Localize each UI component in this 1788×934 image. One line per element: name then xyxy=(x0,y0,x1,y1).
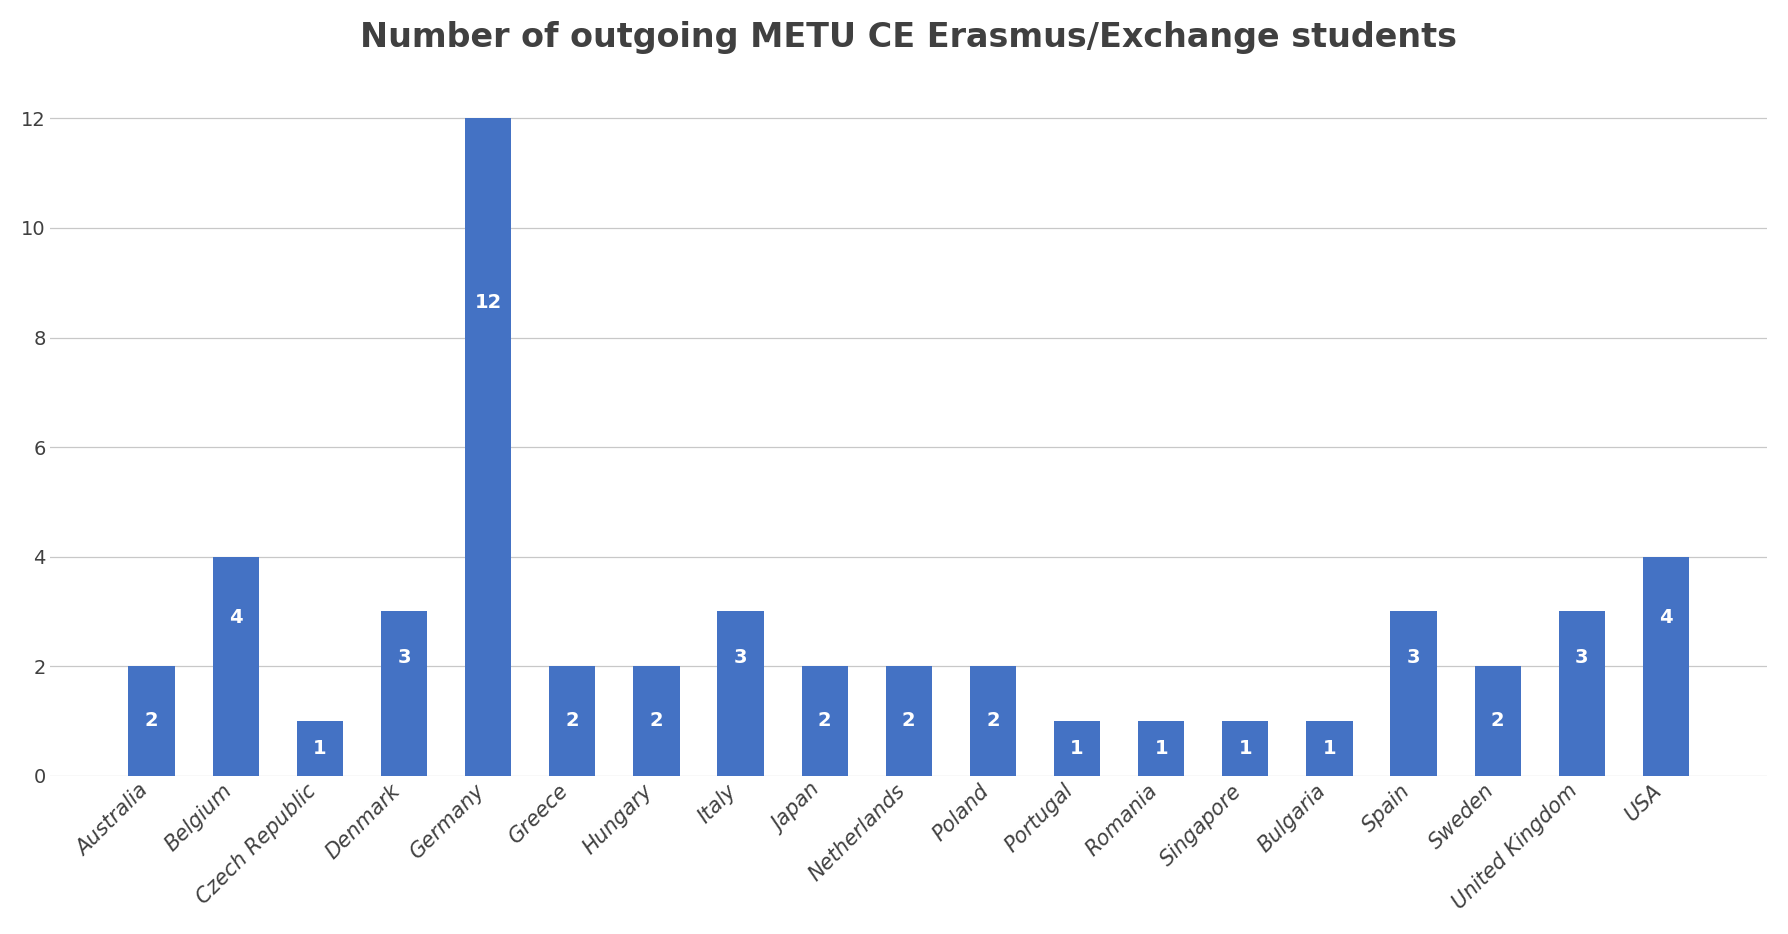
Text: 2: 2 xyxy=(817,712,831,730)
Text: 3: 3 xyxy=(397,648,411,667)
Bar xyxy=(1643,557,1690,776)
Text: 12: 12 xyxy=(474,293,502,312)
Text: 4: 4 xyxy=(229,608,243,628)
Bar xyxy=(1559,612,1606,776)
Bar xyxy=(717,612,763,776)
Bar xyxy=(297,721,343,776)
Text: 1: 1 xyxy=(1323,739,1336,757)
Text: 3: 3 xyxy=(1407,648,1420,667)
Bar xyxy=(1391,612,1438,776)
Bar xyxy=(885,666,932,776)
Text: 3: 3 xyxy=(733,648,747,667)
Text: 1: 1 xyxy=(1239,739,1252,757)
Text: 2: 2 xyxy=(987,712,999,730)
Bar xyxy=(1139,721,1184,776)
Bar xyxy=(1307,721,1352,776)
Text: 1: 1 xyxy=(1155,739,1168,757)
Text: 2: 2 xyxy=(901,712,915,730)
Bar xyxy=(213,557,259,776)
Bar xyxy=(381,612,427,776)
Bar xyxy=(1475,666,1522,776)
Text: 2: 2 xyxy=(1491,712,1504,730)
Bar xyxy=(465,119,511,776)
Bar xyxy=(1223,721,1268,776)
Text: 3: 3 xyxy=(1575,648,1588,667)
Text: 1: 1 xyxy=(1071,739,1084,757)
Text: 2: 2 xyxy=(649,712,663,730)
Bar xyxy=(129,666,175,776)
Text: 1: 1 xyxy=(313,739,327,757)
Bar xyxy=(801,666,848,776)
Text: 4: 4 xyxy=(1659,608,1674,628)
Bar xyxy=(633,666,679,776)
Text: 2: 2 xyxy=(145,712,159,730)
Text: 2: 2 xyxy=(565,712,579,730)
Bar xyxy=(969,666,1016,776)
Bar xyxy=(549,666,595,776)
Title: Number of outgoing METU CE Erasmus/Exchange students: Number of outgoing METU CE Erasmus/Excha… xyxy=(361,21,1457,54)
Bar xyxy=(1053,721,1100,776)
